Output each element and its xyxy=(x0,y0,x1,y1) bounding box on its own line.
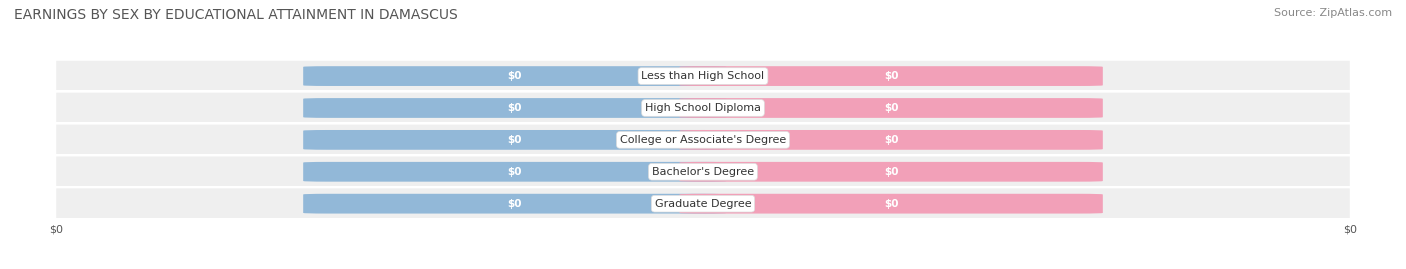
FancyBboxPatch shape xyxy=(56,93,1350,123)
Text: $0: $0 xyxy=(508,135,522,145)
Text: Bachelor's Degree: Bachelor's Degree xyxy=(652,167,754,177)
FancyBboxPatch shape xyxy=(679,162,1102,182)
Text: Less than High School: Less than High School xyxy=(641,71,765,81)
Text: College or Associate's Degree: College or Associate's Degree xyxy=(620,135,786,145)
Text: Source: ZipAtlas.com: Source: ZipAtlas.com xyxy=(1274,8,1392,18)
FancyBboxPatch shape xyxy=(679,194,1102,214)
FancyBboxPatch shape xyxy=(679,98,1102,118)
FancyBboxPatch shape xyxy=(56,188,1350,219)
Text: EARNINGS BY SEX BY EDUCATIONAL ATTAINMENT IN DAMASCUS: EARNINGS BY SEX BY EDUCATIONAL ATTAINMEN… xyxy=(14,8,458,22)
FancyBboxPatch shape xyxy=(679,130,1102,150)
Text: $0: $0 xyxy=(884,103,898,113)
FancyBboxPatch shape xyxy=(304,98,727,118)
Text: $0: $0 xyxy=(884,71,898,81)
Text: $0: $0 xyxy=(508,103,522,113)
FancyBboxPatch shape xyxy=(679,66,1102,86)
FancyBboxPatch shape xyxy=(304,130,727,150)
FancyBboxPatch shape xyxy=(304,66,727,86)
FancyBboxPatch shape xyxy=(304,162,727,182)
Text: $0: $0 xyxy=(884,199,898,209)
Text: $0: $0 xyxy=(508,199,522,209)
FancyBboxPatch shape xyxy=(56,125,1350,155)
Text: $0: $0 xyxy=(884,167,898,177)
FancyBboxPatch shape xyxy=(56,61,1350,91)
Text: Graduate Degree: Graduate Degree xyxy=(655,199,751,209)
Text: High School Diploma: High School Diploma xyxy=(645,103,761,113)
Text: $0: $0 xyxy=(508,71,522,81)
Text: $0: $0 xyxy=(508,167,522,177)
FancyBboxPatch shape xyxy=(304,194,727,214)
Legend: Male, Female: Male, Female xyxy=(641,268,765,269)
Text: $0: $0 xyxy=(884,135,898,145)
FancyBboxPatch shape xyxy=(56,157,1350,187)
